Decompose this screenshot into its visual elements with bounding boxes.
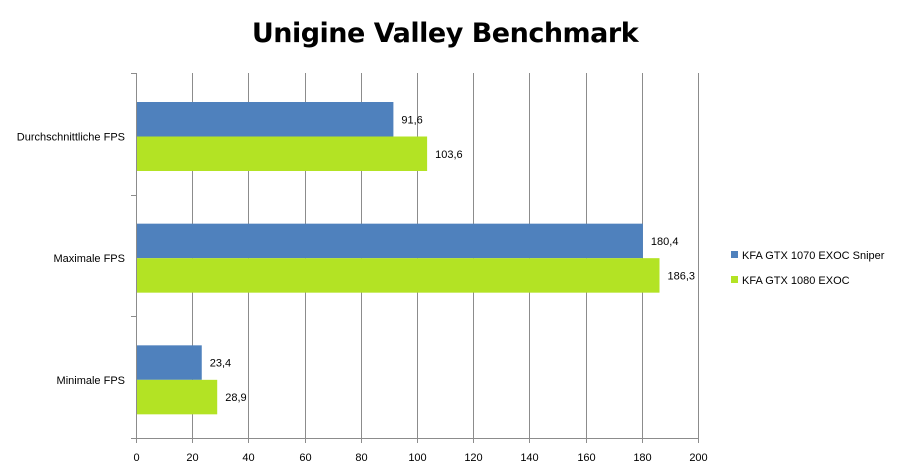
bar bbox=[136, 102, 394, 137]
x-tick-label: 60 bbox=[299, 452, 311, 464]
legend-label: KFA GTX 1070 EXOC Sniper bbox=[742, 250, 885, 262]
data-label: 91,6 bbox=[401, 114, 422, 126]
x-tick-label: 80 bbox=[355, 452, 367, 464]
x-tick-label: 180 bbox=[633, 452, 651, 464]
x-tick-label: 20 bbox=[186, 452, 198, 464]
legend: KFA GTX 1070 EXOC Sniper KFA GTX 1080 EXO… bbox=[731, 250, 885, 287]
data-labels: 91,6 103,6 180,4 186,3 23,4 28,9 bbox=[210, 114, 695, 404]
data-label: 186,3 bbox=[668, 270, 696, 282]
data-label: 28,9 bbox=[225, 392, 246, 404]
bar bbox=[136, 258, 660, 293]
legend-label: KFA GTX 1080 EXOC bbox=[742, 275, 850, 287]
data-label: 23,4 bbox=[210, 358, 231, 370]
bar bbox=[136, 223, 643, 259]
legend-swatch bbox=[731, 251, 738, 258]
bar bbox=[136, 345, 202, 380]
legend-swatch bbox=[731, 276, 738, 283]
x-tick-label: 40 bbox=[242, 452, 254, 464]
data-label: 103,6 bbox=[435, 149, 463, 161]
x-tick-label: 140 bbox=[520, 452, 538, 464]
axes: 0 20 40 60 80 100 120 140 160 180 200 Durchschnittl… bbox=[17, 73, 708, 464]
bar bbox=[136, 379, 218, 415]
x-tick-label: 100 bbox=[408, 452, 426, 464]
y-category-label: Minimale FPS bbox=[57, 375, 125, 387]
x-tick-label: 120 bbox=[464, 452, 482, 464]
x-tick-label: 160 bbox=[577, 452, 595, 464]
y-category-label: Durchschnittliche FPS bbox=[17, 132, 125, 144]
y-category-label: Maximale FPS bbox=[53, 253, 125, 265]
x-tick-label: 200 bbox=[689, 452, 707, 464]
data-label: 180,4 bbox=[651, 236, 679, 248]
chart-title: Unigine Valley Benchmark bbox=[251, 18, 639, 49]
x-tick-label: 0 bbox=[133, 452, 139, 464]
bars bbox=[136, 102, 660, 415]
bar bbox=[136, 136, 428, 171]
